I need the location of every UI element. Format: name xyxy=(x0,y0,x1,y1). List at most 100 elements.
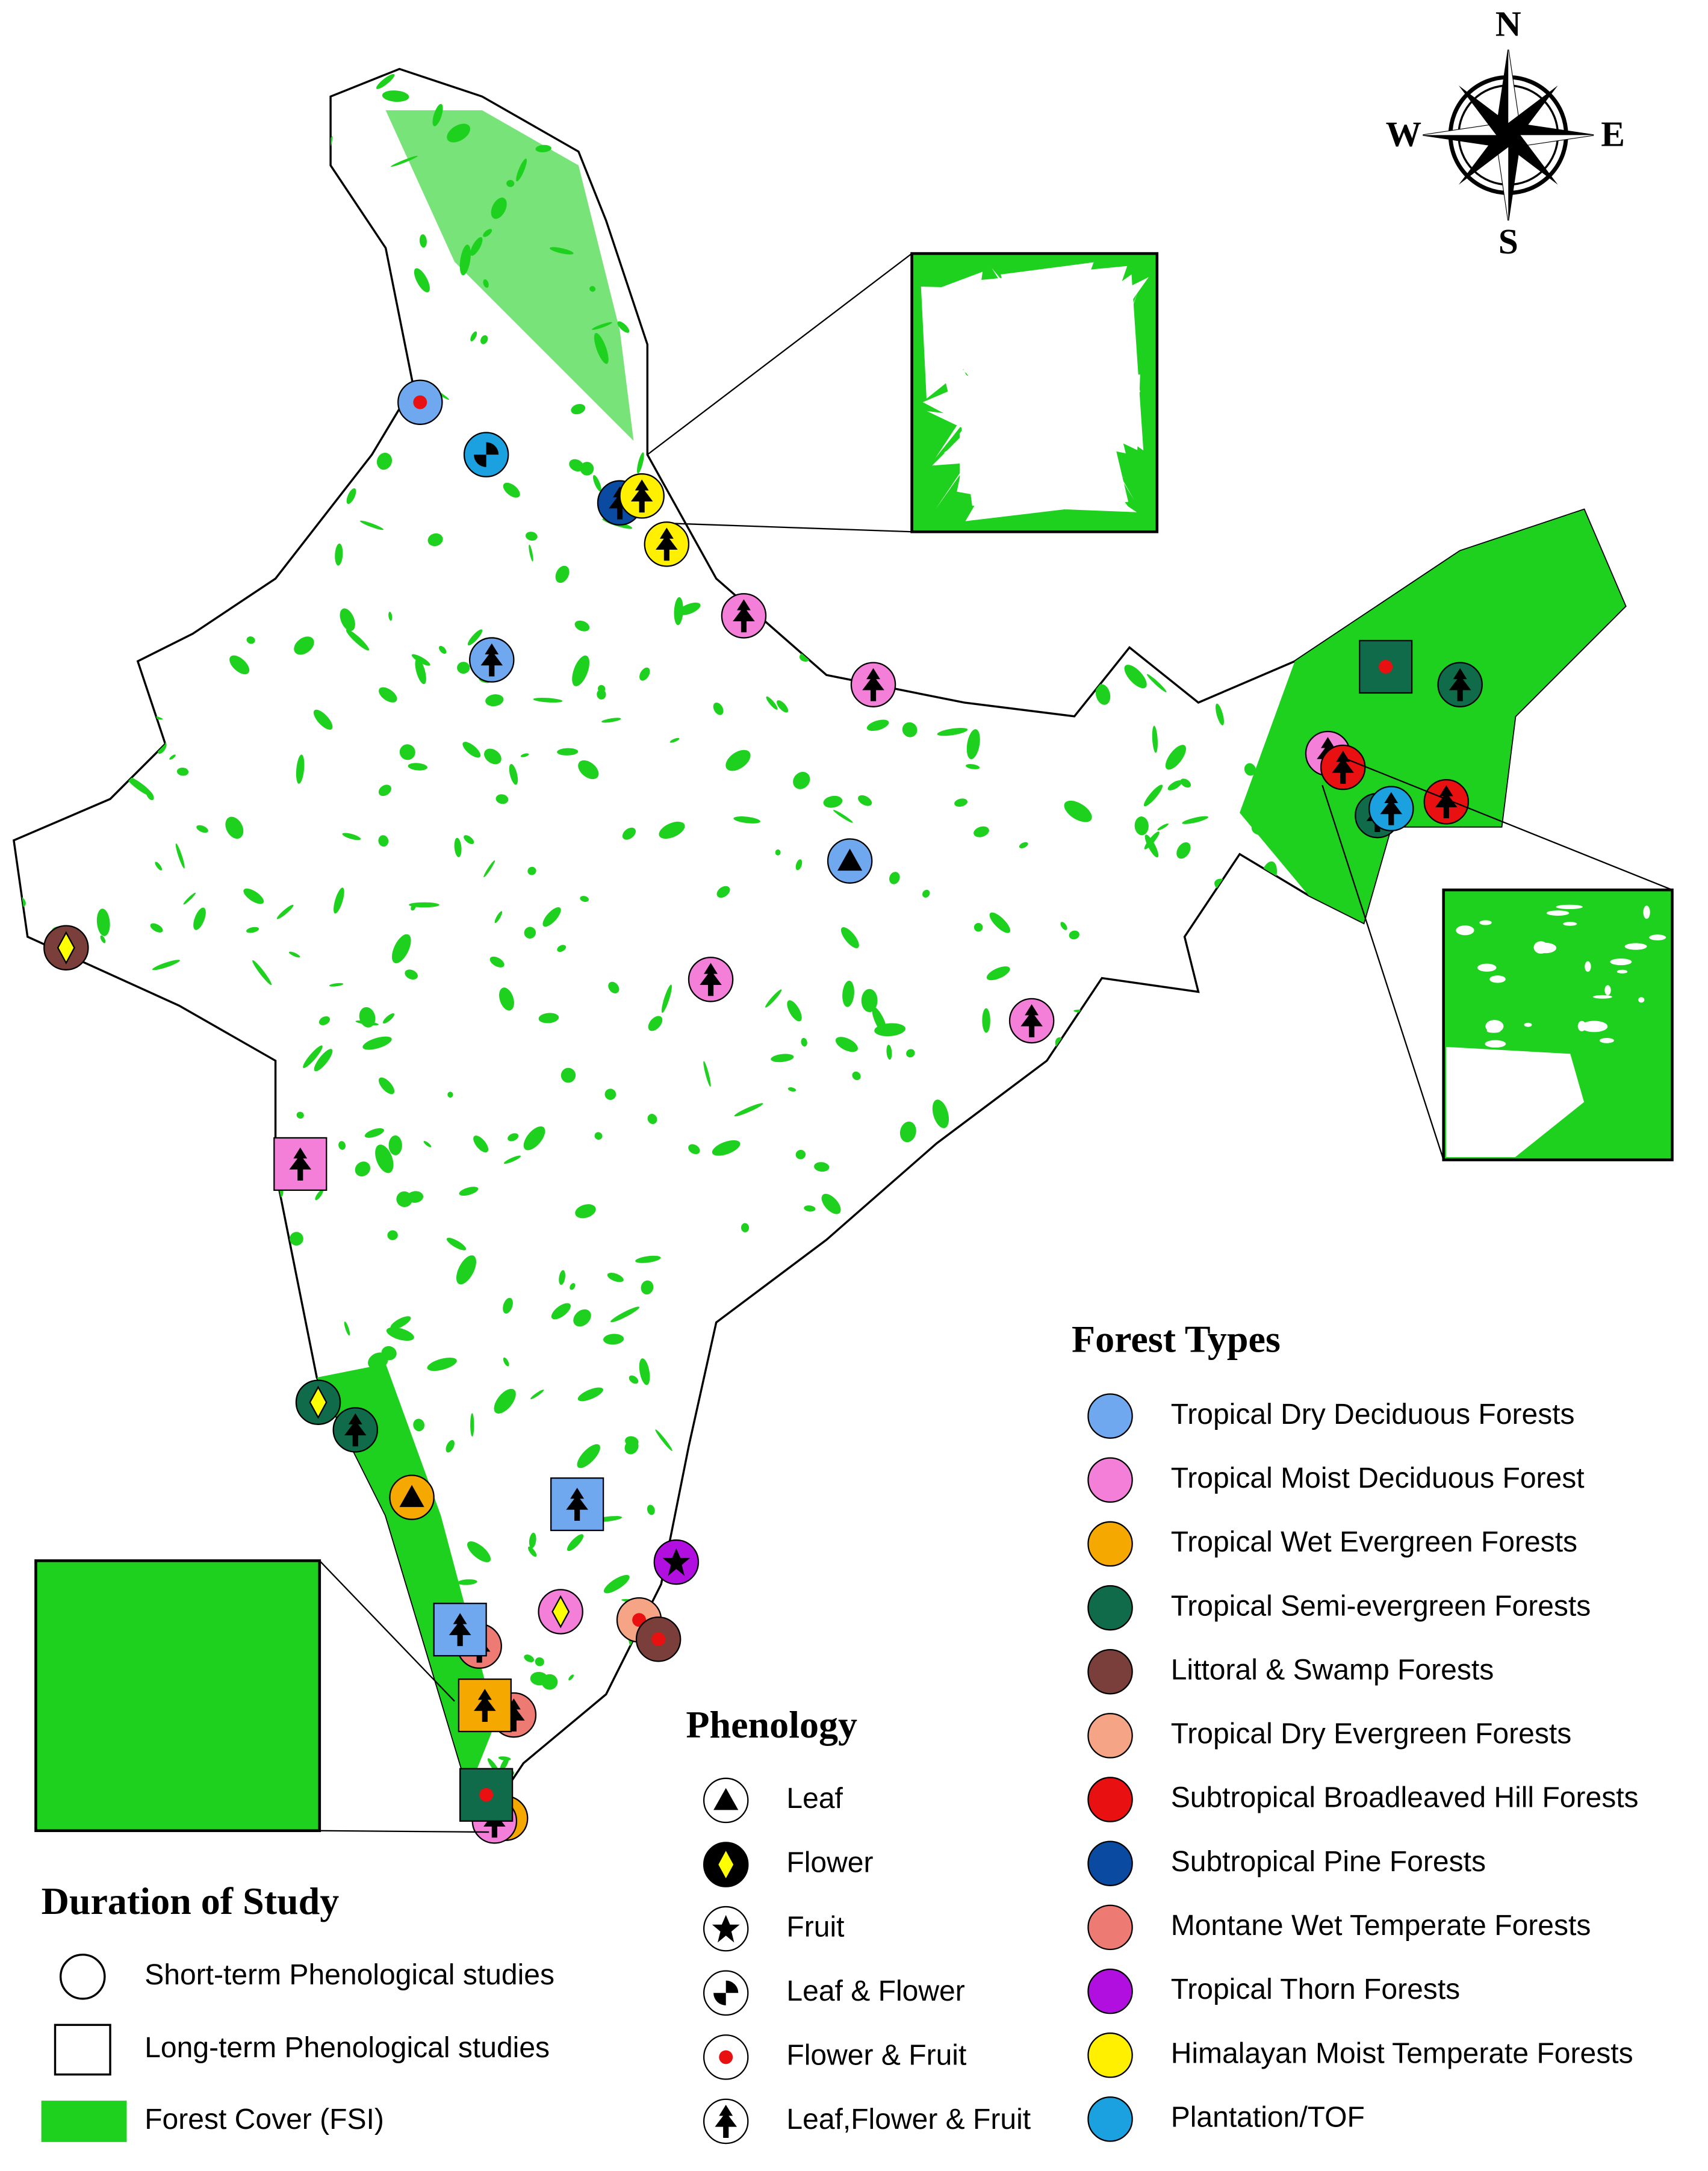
tree-glyph xyxy=(733,599,755,633)
forest-patch xyxy=(1555,1660,1573,1688)
forest-patch xyxy=(1143,1031,1149,1043)
forest-patch xyxy=(1151,1087,1159,1095)
forest-patch xyxy=(1247,1094,1254,1104)
forest-patch xyxy=(456,1255,476,1285)
forest-patch xyxy=(838,122,848,137)
forest-patch xyxy=(862,1688,877,1697)
forest-patch xyxy=(359,1007,376,1028)
forest-patch xyxy=(234,348,243,357)
forest-patch xyxy=(1302,1343,1333,1361)
forest-patch xyxy=(974,109,990,126)
forest-patch xyxy=(446,1237,467,1250)
forest-patch xyxy=(299,477,318,500)
inset-gap xyxy=(1001,262,1094,412)
forest-patch xyxy=(1143,1401,1168,1417)
fruit-glyph xyxy=(712,1915,740,1943)
forest-patch xyxy=(530,1390,544,1400)
forest-patch xyxy=(1489,1170,1497,1204)
forest-patch xyxy=(941,533,954,554)
forest-patch xyxy=(1357,987,1385,1004)
forest-patch xyxy=(733,816,760,824)
forest-patch xyxy=(1155,1666,1161,1686)
forest-patch xyxy=(1143,784,1163,807)
forest-patch xyxy=(1532,461,1542,488)
forest-patch xyxy=(1569,309,1578,334)
forest-patch xyxy=(1036,682,1043,689)
forest-patch xyxy=(787,1000,802,1022)
short-term-symbol xyxy=(59,1953,106,2000)
forest-patch xyxy=(683,1693,692,1702)
inset-gap xyxy=(1592,995,1612,999)
forest-patch xyxy=(152,960,180,971)
forest-patch xyxy=(843,1681,854,1691)
forest-patch xyxy=(1149,87,1158,98)
forest-patch xyxy=(951,1491,970,1509)
forest-patch xyxy=(148,394,176,411)
forest-patch xyxy=(1600,1688,1611,1721)
forest-patch xyxy=(498,1756,511,1761)
forest-patch xyxy=(786,1482,795,1490)
forest-patch xyxy=(1095,684,1111,705)
forest-patch xyxy=(639,1358,650,1385)
forest-patch xyxy=(725,750,751,771)
forest-patch xyxy=(296,754,305,784)
forest-patch xyxy=(748,228,760,238)
inset-gap xyxy=(1479,920,1492,925)
legend-label: Short-term Phenological studies xyxy=(144,1959,554,1991)
forest-patch xyxy=(1177,541,1209,553)
forest-patch xyxy=(315,1189,323,1200)
forest-patch xyxy=(734,1103,763,1117)
legend-swatch xyxy=(1087,1521,1133,1567)
study-site xyxy=(1368,786,1414,831)
forest-patch xyxy=(842,1344,854,1358)
inset-gap xyxy=(1524,1022,1532,1027)
forest-patch xyxy=(538,108,551,122)
study-site xyxy=(273,1137,328,1191)
forest-patch xyxy=(683,258,695,279)
forest-patch xyxy=(1244,619,1265,639)
forest-patch xyxy=(1203,1687,1219,1699)
study-site xyxy=(619,473,665,519)
forest-patch xyxy=(1085,109,1092,125)
study-site xyxy=(469,637,515,683)
compass-e: E xyxy=(1601,114,1625,154)
forest-patch xyxy=(382,90,409,102)
forest-patch xyxy=(616,223,636,229)
forest-patch xyxy=(907,1254,922,1286)
forest-patch xyxy=(335,543,343,566)
forest-patch xyxy=(523,1126,545,1151)
forest-patch xyxy=(1314,1359,1321,1368)
forest-patch xyxy=(766,406,774,420)
forest-patch xyxy=(1605,1500,1618,1517)
forest-patch xyxy=(1321,1028,1333,1037)
forest-patch xyxy=(329,983,344,987)
forest-patch xyxy=(1211,948,1235,971)
forest-patch xyxy=(568,1674,574,1681)
forest-patch xyxy=(309,249,323,267)
study-site xyxy=(397,379,443,425)
forest-patch xyxy=(1455,1270,1483,1292)
forest-patch xyxy=(1134,816,1149,836)
forest-patch xyxy=(1432,1750,1456,1760)
forest-patch xyxy=(66,115,82,146)
forest-patch xyxy=(538,69,553,88)
forest-patch xyxy=(409,902,439,908)
forest-patch xyxy=(1150,1728,1163,1748)
forest-patch xyxy=(1307,521,1315,535)
forest-patch xyxy=(921,188,931,215)
forest-patch xyxy=(85,1390,92,1409)
inset-line xyxy=(647,253,913,456)
forest-patch xyxy=(1111,1440,1134,1459)
forest-patch xyxy=(13,178,29,184)
forest-patch xyxy=(722,89,730,98)
inset-gap xyxy=(1624,943,1647,950)
legend-label: Himalayan Moist Temperate Forests xyxy=(1171,2037,1633,2069)
forest-patch xyxy=(38,352,54,368)
forest-patch xyxy=(318,1016,331,1025)
forest-patch xyxy=(1144,834,1159,858)
tree-glyph xyxy=(1380,792,1403,825)
forest-patch xyxy=(902,722,918,738)
forest-patch xyxy=(217,266,243,287)
forest-patch xyxy=(246,636,255,644)
forest-patch xyxy=(317,1364,496,1791)
